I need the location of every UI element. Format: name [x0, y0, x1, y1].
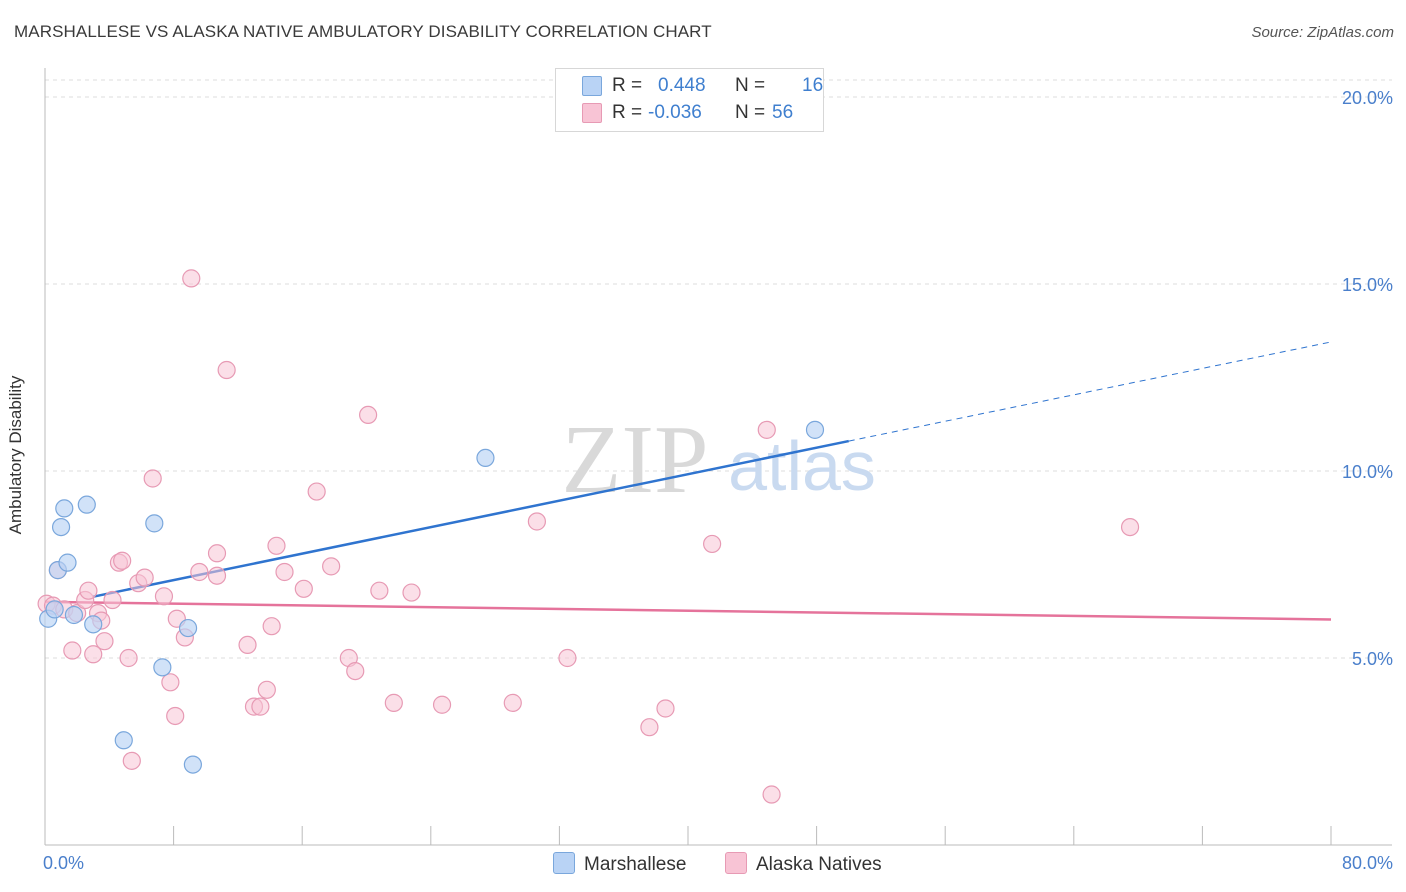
- point-alaska-natives: [275, 562, 294, 582]
- y-tick-label: 10.0%: [1342, 462, 1393, 482]
- legend-n-label: N =: [735, 75, 766, 96]
- chart-title: MARSHALLESE VS ALASKA NATIVE AMBULATORY …: [14, 22, 712, 41]
- watermark-zip: ZIP: [562, 406, 709, 514]
- point-alaska-natives: [79, 581, 98, 600]
- bottom-legend-swatch-marshallese: [553, 852, 575, 874]
- gridlines: [45, 79, 1392, 659]
- x-tick-label: 80.0%: [1342, 853, 1393, 873]
- point-alaska-natives: [346, 661, 365, 681]
- point-marshallese: [183, 755, 202, 774]
- trend-line-marshallese-extension: [848, 341, 1332, 442]
- tick-labels: 5.0% 10.0% 15.0% 20.0% 0.0% 80.0%: [43, 88, 1393, 873]
- x-tick-label: 0.0%: [43, 853, 84, 873]
- point-alaska-natives: [161, 673, 180, 692]
- point-alaska-natives: [154, 587, 174, 606]
- point-marshallese: [58, 553, 77, 572]
- point-marshallese: [51, 517, 71, 537]
- point-alaska-natives: [135, 568, 154, 587]
- point-alaska-natives: [432, 695, 452, 714]
- point-alaska-natives: [402, 583, 421, 602]
- legend-r-label: R =: [612, 102, 643, 123]
- source-label: Source: ZipAtlas.com: [1251, 24, 1394, 41]
- legend-swatch-alaska-natives: [582, 103, 602, 123]
- point-marshallese: [77, 495, 96, 514]
- bottom-legend-label-alaska-natives: Alaska Natives: [756, 854, 882, 875]
- y-tick-label: 20.0%: [1342, 88, 1393, 108]
- bottom-legend-label-marshallese: Marshallese: [584, 854, 687, 875]
- point-alaska-natives: [122, 751, 141, 770]
- point-alaska-natives: [207, 544, 227, 563]
- watermark: ZIP atlas: [562, 406, 876, 514]
- point-alaska-natives: [257, 680, 276, 699]
- point-marshallese: [55, 499, 74, 518]
- point-marshallese: [805, 420, 825, 439]
- point-alaska-natives: [113, 551, 132, 570]
- point-alaska-natives: [762, 785, 781, 804]
- legend-r-value: -0.036: [648, 102, 702, 123]
- legend-swatch-marshallese: [582, 76, 602, 96]
- axes: [44, 68, 1392, 846]
- point-marshallese: [145, 514, 164, 533]
- point-alaska-natives: [182, 269, 201, 288]
- legend-n-value: 56: [772, 102, 794, 123]
- trend-line-alaska-natives: [44, 600, 1332, 621]
- point-alaska-natives: [103, 590, 122, 610]
- point-marshallese: [153, 658, 172, 677]
- point-marshallese: [64, 605, 84, 625]
- point-alaska-natives: [267, 536, 286, 555]
- point-alaska-natives: [262, 617, 281, 636]
- point-alaska-natives: [370, 581, 389, 600]
- data-points: [37, 269, 1140, 804]
- point-alaska-natives: [503, 693, 522, 712]
- y-tick-label: 15.0%: [1342, 275, 1393, 295]
- point-alaska-natives: [84, 645, 103, 664]
- point-alaska-natives: [63, 641, 82, 660]
- bottom-legend-swatch-alaska-natives: [725, 852, 747, 874]
- bottom-legend-marshallese: Marshallese: [553, 852, 686, 876]
- point-alaska-natives: [527, 512, 546, 531]
- point-alaska-natives: [217, 360, 236, 380]
- correlation-legend: R = 0.448 N = 16 R = -0.036 N = 56: [555, 68, 824, 132]
- point-alaska-natives: [322, 557, 341, 576]
- legend-n-value: 16: [802, 75, 824, 96]
- legend-n-label: N =: [735, 102, 766, 123]
- watermark-atlas: atlas: [728, 427, 876, 505]
- point-marshallese: [84, 615, 103, 634]
- point-marshallese: [476, 448, 495, 468]
- point-alaska-natives: [143, 469, 162, 488]
- point-alaska-natives: [656, 699, 675, 718]
- point-alaska-natives: [238, 635, 257, 655]
- point-alaska-natives: [95, 632, 114, 651]
- point-alaska-natives: [190, 562, 209, 582]
- point-marshallese: [178, 618, 198, 638]
- point-alaska-natives: [384, 693, 403, 712]
- point-alaska-natives: [703, 534, 722, 554]
- y-tick-label: 5.0%: [1352, 649, 1393, 669]
- y-axis-label: Ambulatory Disability: [6, 375, 25, 535]
- point-marshallese: [114, 731, 133, 750]
- point-alaska-natives: [251, 697, 270, 716]
- legend-r-value: 0.448: [658, 75, 706, 96]
- point-alaska-natives: [207, 566, 227, 585]
- point-alaska-natives: [307, 482, 326, 501]
- point-alaska-natives: [119, 648, 138, 668]
- legend-r-label: R =: [612, 75, 643, 96]
- bottom-legend-alaska-natives: Alaska Natives: [725, 852, 882, 876]
- point-alaska-natives: [294, 579, 313, 598]
- point-alaska-natives: [359, 405, 378, 424]
- point-marshallese: [45, 600, 64, 619]
- point-alaska-natives: [640, 718, 659, 737]
- point-alaska-natives: [757, 420, 776, 439]
- point-alaska-natives: [1120, 517, 1140, 537]
- point-alaska-natives: [558, 648, 577, 668]
- point-alaska-natives: [166, 706, 185, 726]
